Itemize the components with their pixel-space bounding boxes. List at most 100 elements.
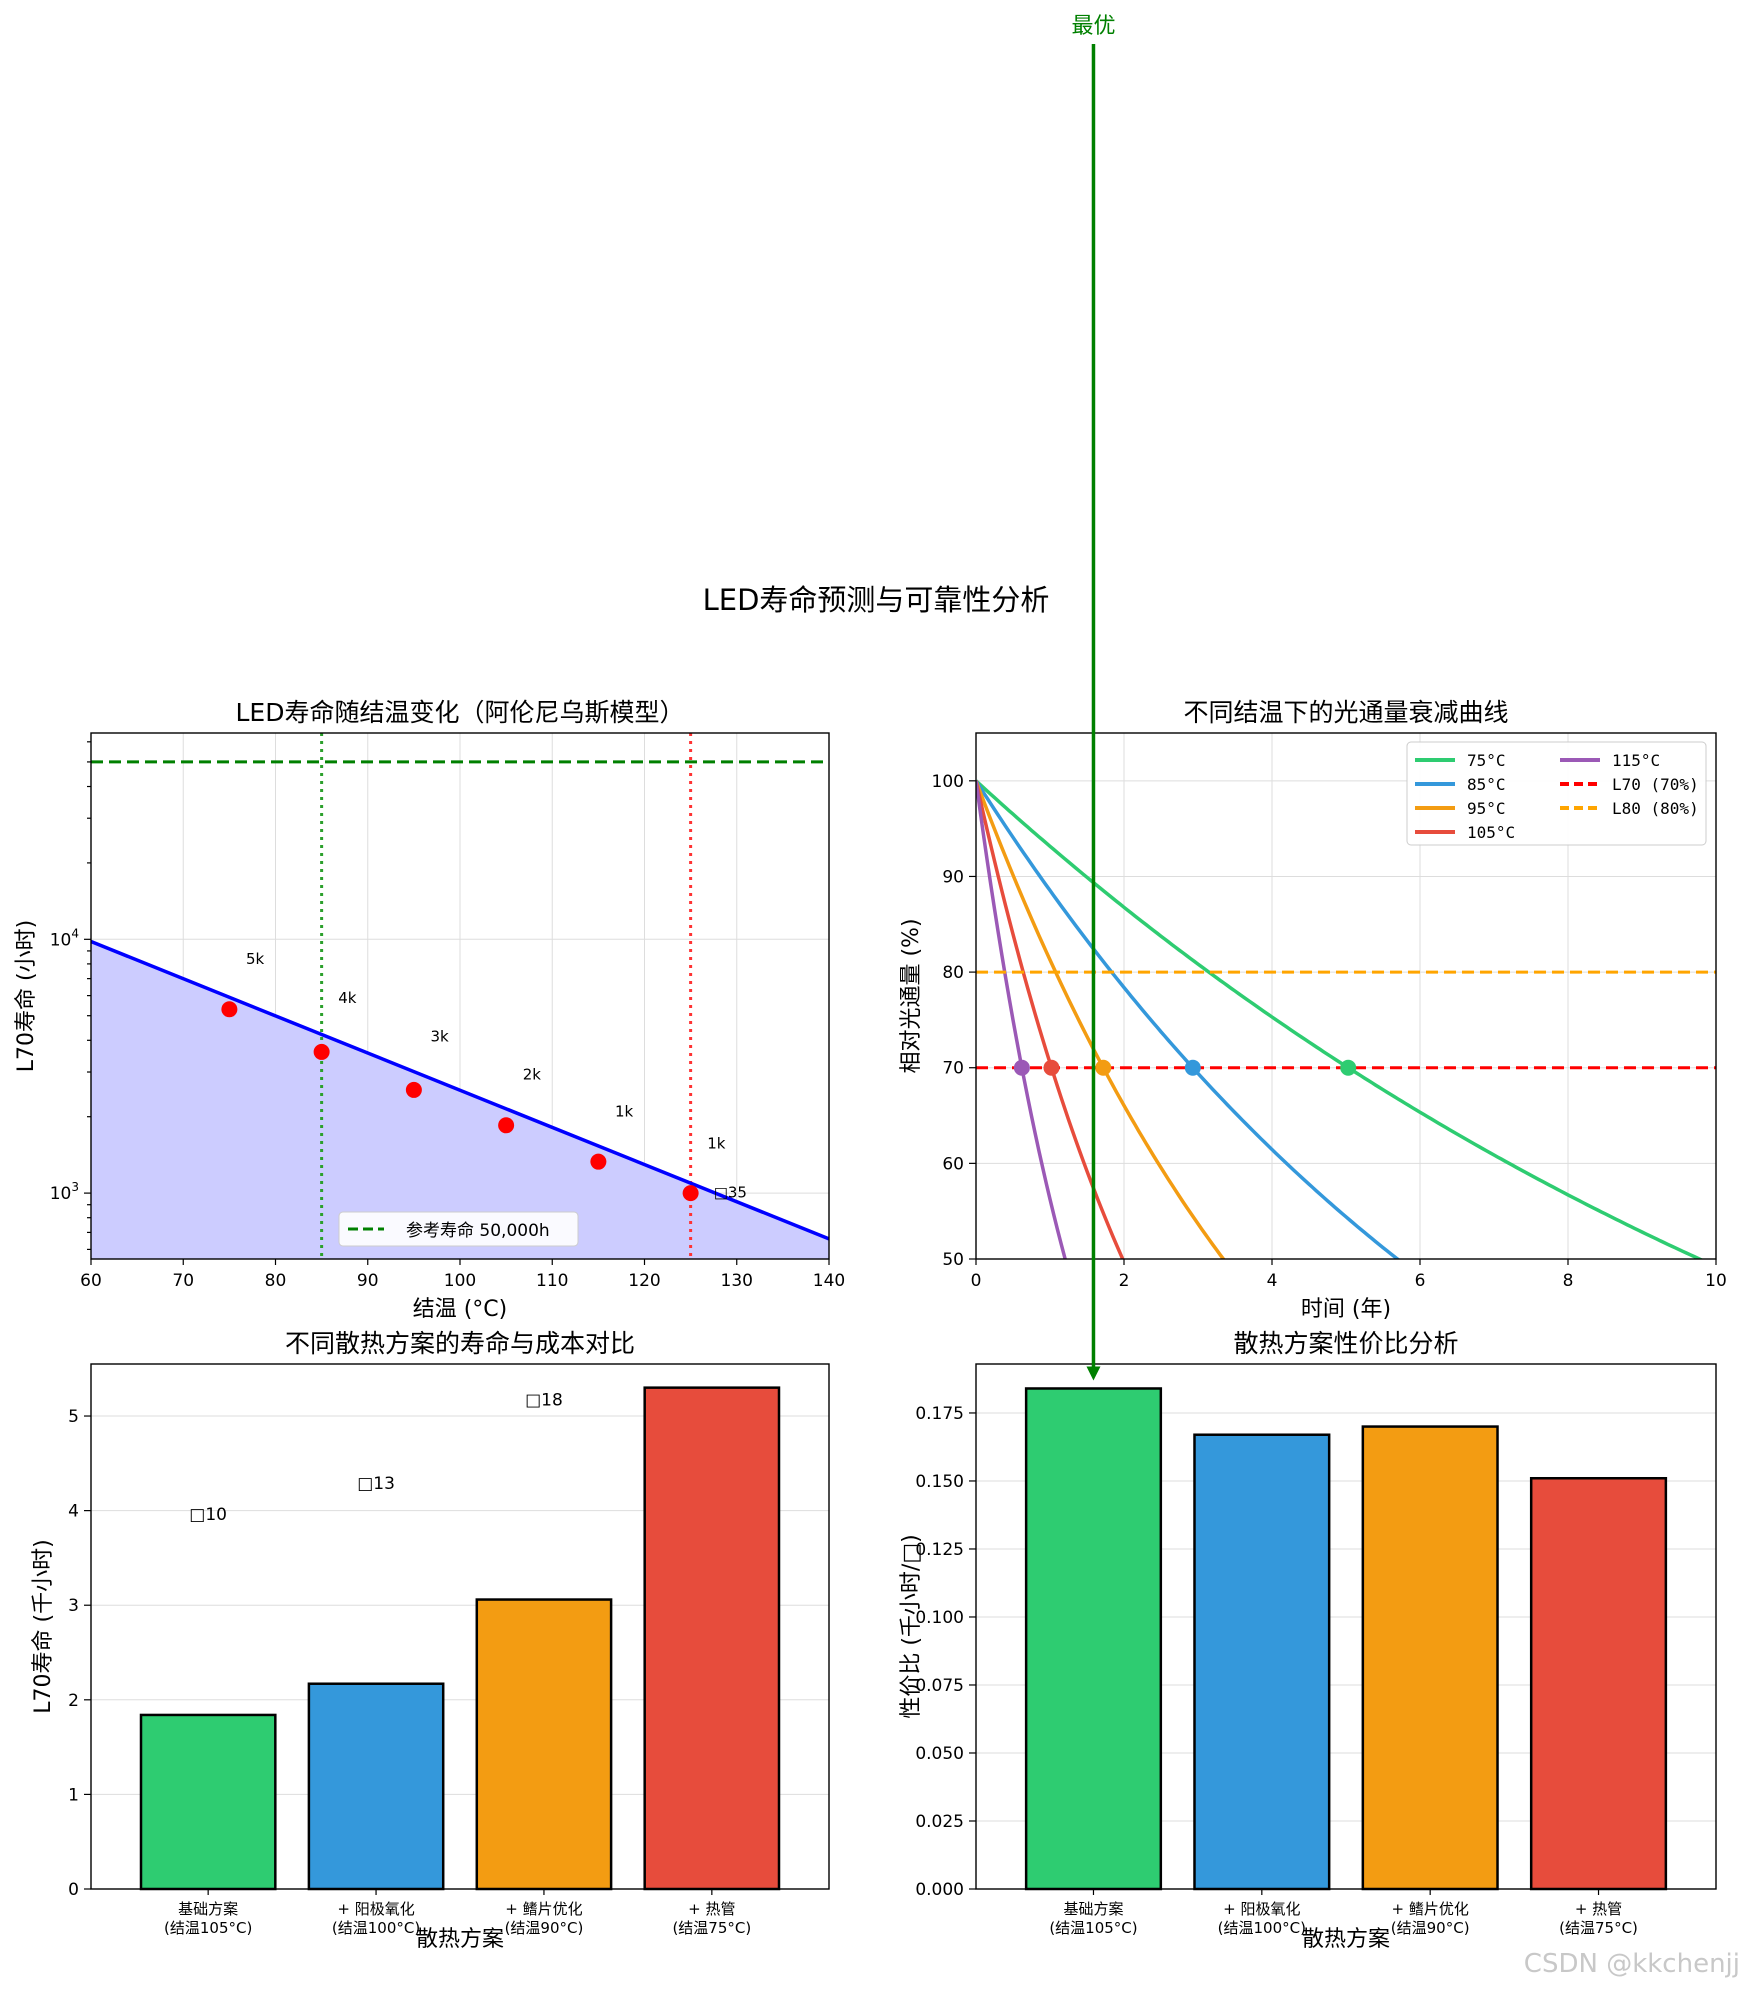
- cost-label: □10: [189, 1505, 227, 1525]
- y-tick-label: 3: [68, 1596, 79, 1616]
- y-tick-label: 90: [942, 867, 964, 887]
- x-tick-label: 基础方案: [1063, 1900, 1123, 1918]
- y-axis-label: L70寿命 (千小时): [31, 1539, 56, 1713]
- bar: [475, 1598, 613, 1891]
- y-axis-label: 性价比 (千小时/□): [899, 1534, 924, 1718]
- plot-frame: [975, 732, 1717, 1260]
- bar: [307, 1682, 445, 1891]
- x-tick-sublabel: (结温100°C): [332, 1919, 420, 1937]
- x-tick-sublabel: (结温100°C): [1218, 1919, 1306, 1937]
- decay-curve: [976, 780, 1226, 1259]
- x-tick-label: 130: [721, 1271, 753, 1291]
- lifetime-value-label: 2k: [523, 1066, 542, 1084]
- watermark: CSDN @kkchenjj: [1524, 1949, 1740, 1979]
- x-tick-sublabel: (结温105°C): [164, 1919, 252, 1937]
- y-tick-label: 0.100: [915, 1608, 964, 1628]
- lifetime-data-point: [498, 1117, 515, 1134]
- y-tick-label: 4: [68, 1502, 79, 1522]
- x-tick-label: 110: [536, 1271, 568, 1291]
- y-axis-label: 相对光通量 (%): [899, 918, 924, 1073]
- lifetime-area-fill: [91, 941, 829, 1259]
- x-tick-label: 10: [1705, 1271, 1727, 1291]
- lifetime-value-label: 4k: [338, 989, 357, 1007]
- y-tick-label: 0.050: [915, 1744, 964, 1764]
- x-axis-label: 散热方案: [1302, 1927, 1390, 1952]
- lifetime-data-point: [313, 1043, 330, 1060]
- chart-title: LED寿命随结温变化（阿伦尼乌斯模型）: [236, 698, 685, 727]
- y-tick-label: 80: [942, 963, 964, 983]
- lifetime-data-point: [405, 1081, 422, 1098]
- decay-curve: [976, 780, 1125, 1259]
- bar: [643, 1386, 781, 1891]
- figure-suptitle: LED寿命预测与可靠性分析: [703, 583, 1050, 617]
- y-tick-label: 0: [68, 1880, 79, 1900]
- legend: 75°C 85°C 95°C 105°C 115°C L70 (70%) L80 (80%): [1406, 741, 1707, 846]
- decay-curve: [976, 780, 1067, 1259]
- y-tick-label: 0.000: [915, 1880, 964, 1900]
- decay-curves: [976, 779, 1704, 1259]
- x-tick-label: 4: [1267, 1271, 1278, 1291]
- bar: [1193, 1433, 1331, 1891]
- y-tick-label: 0.150: [915, 1472, 964, 1492]
- y-tick-label: 0.125: [915, 1540, 964, 1560]
- x-tick-label: 100: [444, 1271, 476, 1291]
- lifetime-value-label: 3k: [430, 1028, 449, 1046]
- lifetime-data-point: [221, 1001, 238, 1018]
- x-tick-label: + 热管: [688, 1900, 735, 1918]
- y-tick-label: 5: [68, 1407, 79, 1427]
- x-tick-label: + 阳极氧化: [337, 1900, 414, 1918]
- legend-entry: 75°C: [1467, 751, 1506, 770]
- x-tick-label: 140: [813, 1271, 845, 1291]
- lifetime-data-point: [682, 1185, 699, 1202]
- y-tick-label: 70: [942, 1059, 964, 1079]
- x-tick-sublabel: (结温75°C): [1559, 1919, 1638, 1937]
- chart-title: 不同结温下的光通量衰减曲线: [1183, 698, 1508, 727]
- y-tick-label: 100: [932, 772, 964, 792]
- y-tick-label: 1: [68, 1785, 79, 1805]
- plot-frame: [975, 1363, 1717, 1890]
- optimal-arrow-head: [1086, 1366, 1101, 1381]
- x-axis-label: 时间 (年): [1301, 1297, 1391, 1322]
- decay-curve: [976, 779, 1704, 1259]
- l70-point: [1043, 1059, 1060, 1076]
- lifetime-value-label: 1k: [707, 1134, 726, 1152]
- x-tick-label: 80: [265, 1271, 287, 1291]
- legend-entry: 85°C: [1467, 775, 1506, 794]
- y-tick-label: 0.175: [915, 1404, 964, 1424]
- x-axis-label: 散热方案: [416, 1927, 504, 1952]
- chart-title: 散热方案性价比分析: [1233, 1329, 1458, 1358]
- y-tick-label: 0.075: [915, 1676, 964, 1696]
- x-tick-label: 90: [357, 1271, 379, 1291]
- bar: [1361, 1425, 1499, 1891]
- lifetime-extra-label: □35: [714, 1184, 747, 1202]
- legend-entry: 115°C: [1612, 751, 1660, 770]
- x-tick-label: 8: [1563, 1271, 1574, 1291]
- l70-point: [1340, 1059, 1357, 1076]
- decay-curve: [976, 779, 1401, 1259]
- x-tick-label: 基础方案: [178, 1900, 238, 1918]
- x-tick-label: 0: [971, 1271, 982, 1291]
- l70-point: [1095, 1059, 1112, 1076]
- optimal-annotation-label: 最优: [1071, 14, 1115, 39]
- cost-label: □13: [357, 1474, 395, 1494]
- x-tick-label: 2: [1119, 1271, 1130, 1291]
- x-tick-label: + 鳍片优化: [1392, 1900, 1469, 1918]
- legend-entry: 参考寿命 50,000h: [406, 1221, 550, 1241]
- x-tick-sublabel: (结温75°C): [672, 1919, 751, 1937]
- y-tick-label: 0.025: [915, 1812, 964, 1832]
- y-axis-label: L70寿命 (小时): [14, 920, 39, 1072]
- bar: [1024, 1387, 1163, 1891]
- bar: [139, 1713, 277, 1891]
- legend-entry: 95°C: [1467, 799, 1506, 818]
- x-tick-label: 70: [172, 1271, 194, 1291]
- cost-label: □18: [525, 1391, 563, 1411]
- y-tick-label: 60: [942, 1154, 964, 1174]
- x-tick-label: + 阳极氧化: [1223, 1900, 1300, 1918]
- legend: 参考寿命 50,000h: [338, 1211, 579, 1247]
- x-tick-sublabel: (结温90°C): [1391, 1919, 1470, 1937]
- y-tick-label: 50: [942, 1250, 964, 1270]
